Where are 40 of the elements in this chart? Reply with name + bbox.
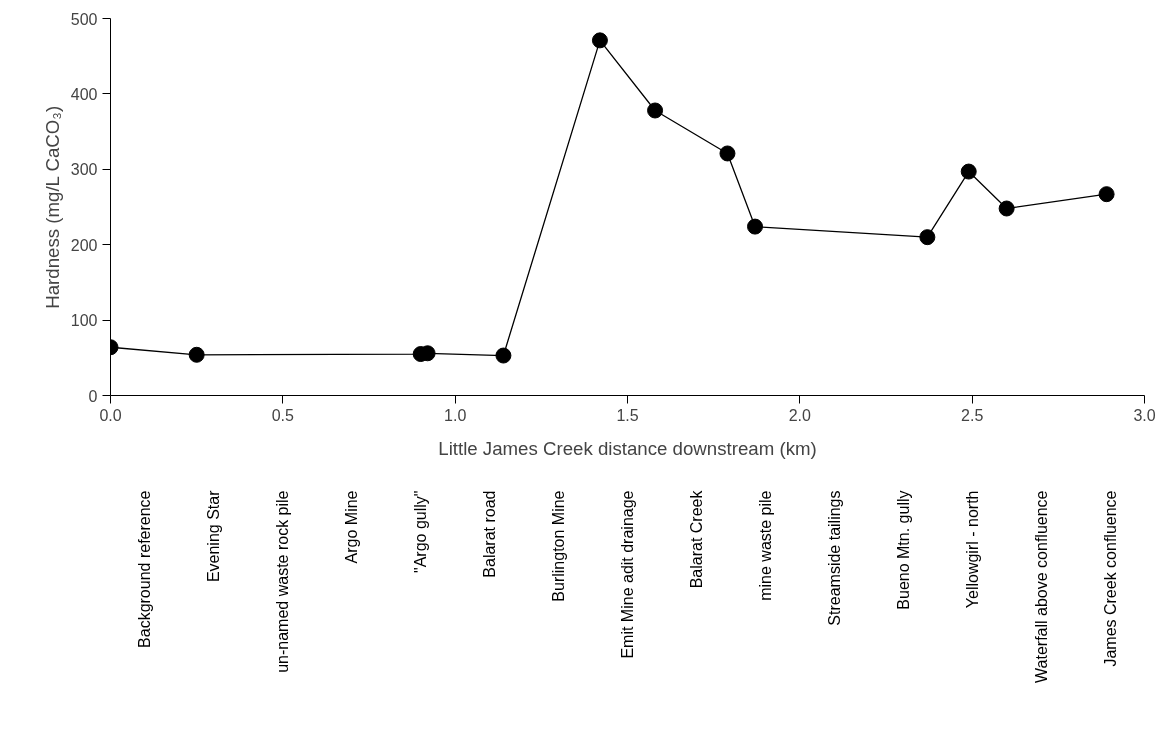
x-axis-title: Little James Creek distance downstream (km) xyxy=(438,437,817,459)
y-axis-title: Hardness (mg/L CaCO₃) xyxy=(41,105,63,309)
y-tick-label: 200 xyxy=(70,236,98,254)
point xyxy=(719,145,736,162)
text: Yellowgirl - north xyxy=(963,490,981,609)
point xyxy=(998,200,1015,217)
text: Streamside tailings xyxy=(825,490,843,626)
text: Background reference xyxy=(136,490,154,648)
text: Balarat Creek xyxy=(687,489,705,589)
point xyxy=(960,163,977,180)
x-tick-label: 0.0 xyxy=(99,406,122,424)
text: Balarat road xyxy=(481,490,499,578)
y-tick-label: 400 xyxy=(70,85,98,103)
point xyxy=(647,102,664,119)
y-tick-label: 300 xyxy=(70,161,98,179)
point xyxy=(919,229,936,246)
y-tick-label: 0 xyxy=(88,387,98,405)
x-tick-label: 3.0 xyxy=(1133,406,1156,424)
text: Waterfall above confluence xyxy=(1032,490,1050,683)
point xyxy=(495,347,512,364)
text: Burlington Mine xyxy=(550,490,568,602)
x-tick-label: 0.5 xyxy=(271,406,295,424)
text: un-named waste rock pile xyxy=(274,490,292,673)
text: Evening Star xyxy=(205,489,223,583)
point xyxy=(747,218,764,235)
x-tick-label: 1.0 xyxy=(444,406,467,424)
text: "Argo gully" xyxy=(412,490,430,574)
point xyxy=(188,346,205,363)
y-tick-label: 100 xyxy=(70,312,98,330)
x-tick-label: 2.0 xyxy=(788,406,812,424)
text: James Creek confluence xyxy=(1101,490,1119,667)
text: Argo Mine xyxy=(343,490,361,564)
text: mine waste pile xyxy=(756,490,774,601)
text: Bueno Mtn. gully xyxy=(894,490,912,610)
point xyxy=(591,32,608,49)
x-tick-label: 2.5 xyxy=(961,406,984,424)
text: Emit Mine adit drainage xyxy=(619,490,636,659)
y-tick-label: 500 xyxy=(70,10,98,28)
point xyxy=(1098,186,1115,203)
x-tick-label: 1.5 xyxy=(616,406,639,424)
